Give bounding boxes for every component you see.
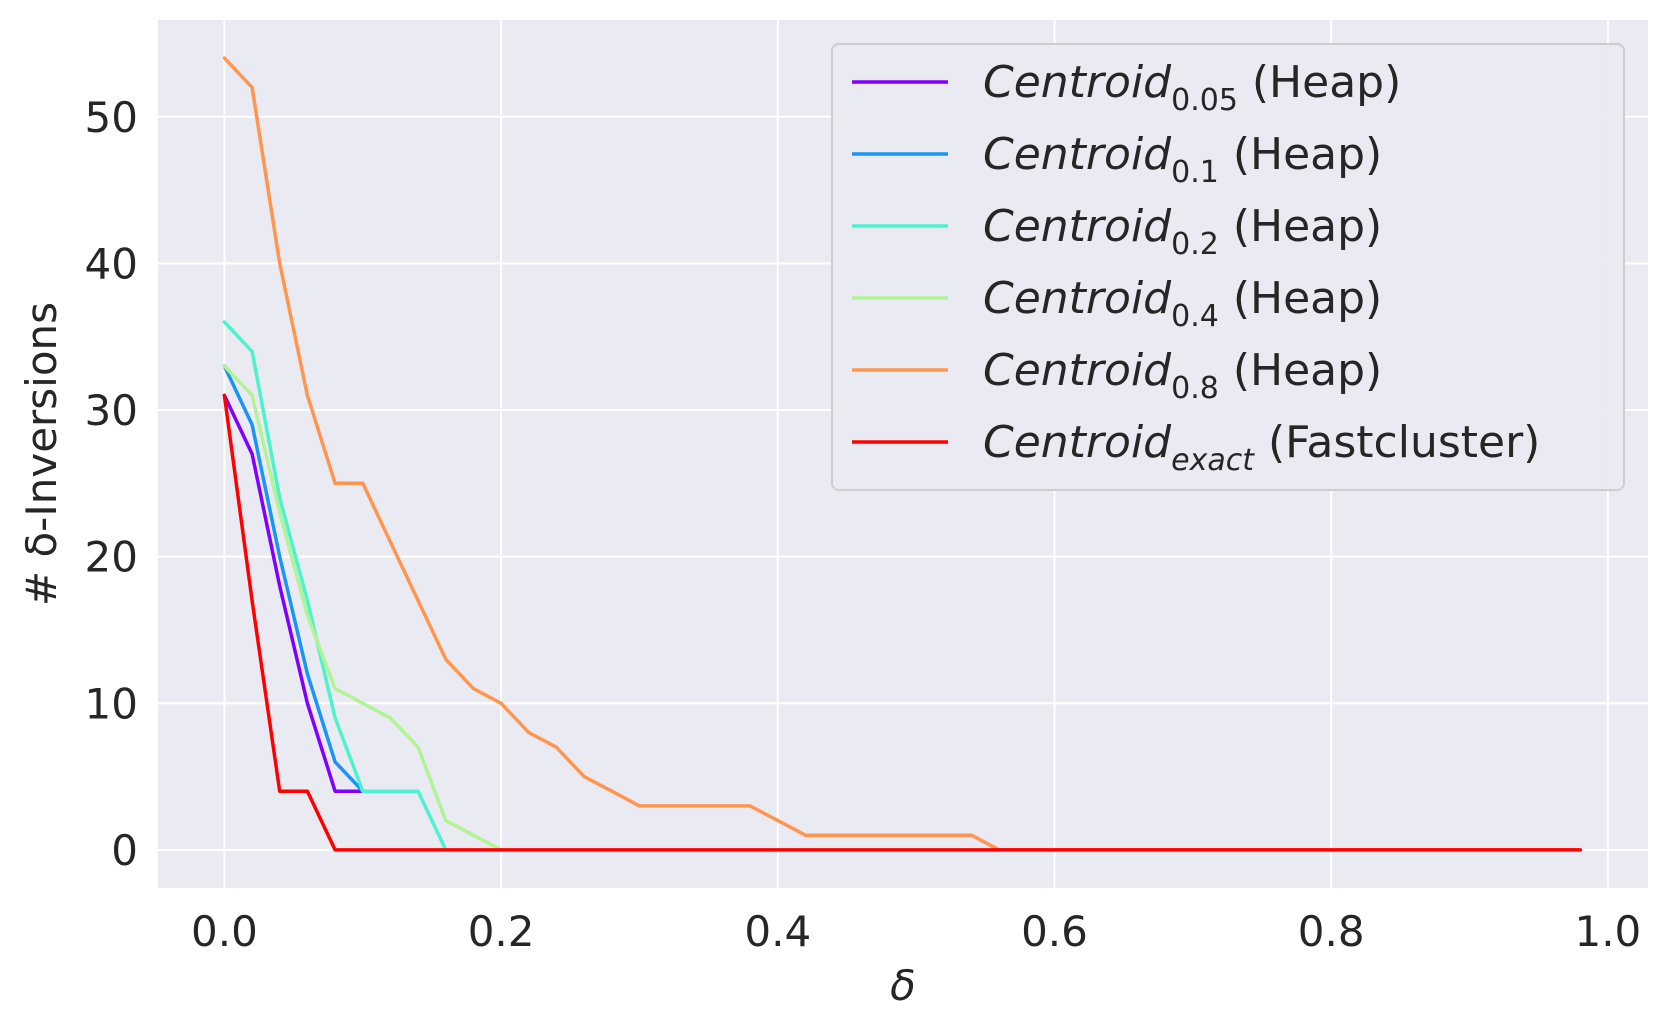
y-tick-label: 0 bbox=[111, 826, 138, 875]
x-tick-label: 0.6 bbox=[1021, 907, 1088, 956]
legend-item: Centroidexact (Fastcluster) bbox=[852, 417, 1540, 478]
y-tick-label: 40 bbox=[85, 239, 138, 288]
x-tick-label: 0.8 bbox=[1298, 907, 1365, 956]
x-axis-ticks: 0.0 0.2 0.4 0.6 0.8 1.0 bbox=[191, 907, 1641, 956]
series-lines bbox=[222, 56, 1582, 852]
x-tick-label: 0.2 bbox=[468, 907, 535, 956]
x-tick-label: 0.4 bbox=[744, 907, 811, 956]
legend-item: Centroid0.2 (Heap) bbox=[852, 201, 1382, 262]
x-tick-label: 1.0 bbox=[1574, 907, 1641, 956]
series-line-0-4 bbox=[222, 364, 503, 852]
series-line-0-8 bbox=[222, 56, 1582, 852]
legend-label: Centroid0.05 (Heap) bbox=[983, 57, 1401, 118]
legend-label: Centroid0.8 (Heap) bbox=[983, 345, 1382, 406]
legend-item: Centroid0.8 (Heap) bbox=[852, 345, 1382, 406]
legend-label: Centroid0.2 (Heap) bbox=[983, 201, 1382, 262]
y-axis-ticks: 0 10 20 30 40 50 bbox=[85, 93, 138, 875]
legend: Centroid0.05 (Heap) Centroid0.1 (Heap) Cen… bbox=[831, 43, 1625, 491]
y-tick-label: 10 bbox=[85, 679, 138, 728]
legend-label: Centroid0.4 (Heap) bbox=[983, 273, 1382, 334]
series-line-0-1 bbox=[222, 364, 365, 793]
y-tick-label: 30 bbox=[85, 386, 138, 435]
series-line-exact bbox=[222, 393, 1582, 852]
series-line-0-05 bbox=[222, 393, 365, 793]
legend-item: Centroid0.05 (Heap) bbox=[852, 57, 1401, 118]
series-line-0-2 bbox=[222, 320, 448, 852]
y-tick-label: 50 bbox=[85, 93, 138, 142]
y-tick-label: 20 bbox=[85, 533, 138, 582]
legend-item: Centroid0.1 (Heap) bbox=[852, 129, 1382, 190]
legend-item: Centroid0.4 (Heap) bbox=[852, 273, 1382, 334]
y-axis-label: # δ-Inversions bbox=[17, 302, 66, 606]
legend-label: Centroid0.1 (Heap) bbox=[983, 129, 1382, 190]
x-tick-label: 0.0 bbox=[191, 907, 258, 956]
x-axis-label: δ bbox=[890, 961, 916, 1010]
legend-box bbox=[831, 43, 1625, 491]
legend-label: Centroidexact (Fastcluster) bbox=[983, 417, 1540, 478]
